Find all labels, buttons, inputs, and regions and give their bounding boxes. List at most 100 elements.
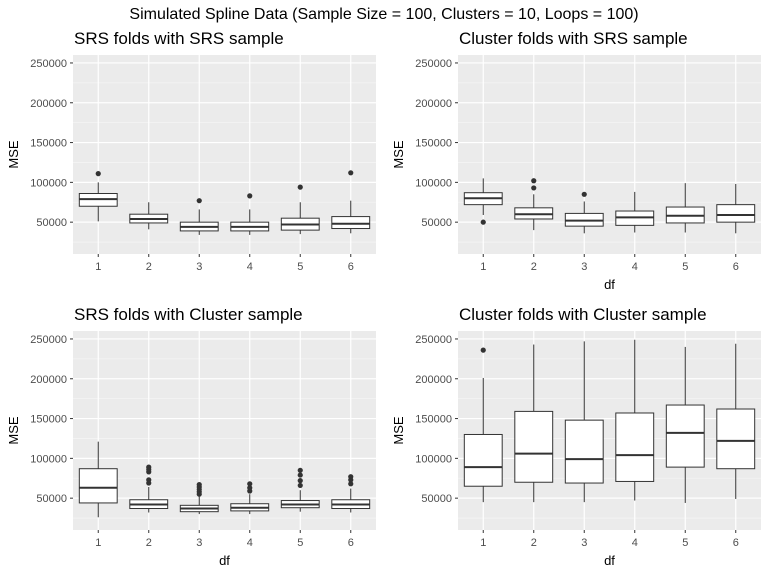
panel-1: 50000 100000 150000 200000 250000 1 2 3 4 5 6 SRS f… [6, 29, 376, 273]
outlier-point [146, 477, 152, 483]
y-tick-label: 150000 [30, 138, 67, 150]
outlier-point [348, 474, 354, 480]
x-tick-label: 5 [297, 537, 303, 549]
x-tick-label: 2 [531, 261, 537, 273]
box-df-3 [564, 191, 604, 234]
x-axis-label: df [219, 553, 230, 568]
box-df-1 [78, 441, 118, 518]
y-tick-label: 50000 [36, 217, 67, 229]
x-tick-label: 4 [632, 261, 638, 273]
x-tick-label: 6 [733, 537, 739, 549]
outlier-point [297, 467, 303, 473]
x-tick-label: 1 [480, 537, 486, 549]
y-tick-label: 200000 [415, 98, 452, 110]
y-tick-label: 150000 [30, 414, 67, 426]
box-df-6 [331, 474, 371, 513]
box-df-2 [129, 464, 169, 513]
outlier-point [247, 193, 253, 199]
panel-title: SRS folds with SRS sample [74, 29, 284, 48]
x-tick-label: 6 [733, 261, 739, 273]
outlier-point [146, 464, 152, 470]
outlier-point [480, 347, 486, 353]
box-df-5 [280, 467, 320, 512]
y-tick-label: 50000 [36, 493, 67, 505]
outlier-point [531, 178, 537, 184]
x-tick-label: 1 [480, 261, 486, 273]
panel-background [458, 331, 761, 530]
y-tick-label: 250000 [415, 334, 452, 346]
box-iqr [78, 468, 118, 504]
box-df-2 [129, 202, 169, 230]
outlier-point [247, 485, 253, 491]
panel-3: 50000 100000 150000 200000 250000 1 2 3 4 5 6 SRS f… [6, 305, 376, 568]
outlier-point [480, 219, 486, 225]
box-df-1 [78, 171, 118, 222]
outlier-point [95, 171, 101, 177]
figure-title: Simulated Spline Data (Sample Size = 100… [129, 6, 638, 23]
x-tick-label: 1 [95, 261, 101, 273]
outlier-point [196, 482, 202, 488]
y-tick-label: 50000 [421, 217, 452, 229]
panel-background [73, 55, 376, 254]
box-df-2 [514, 344, 554, 503]
panel-background [458, 55, 761, 254]
x-tick-label: 3 [581, 261, 587, 273]
x-tick-label: 6 [348, 261, 354, 273]
y-tick-label: 150000 [415, 414, 452, 426]
box-df-5 [665, 183, 705, 233]
panel-background [73, 331, 376, 530]
box-df-3 [179, 482, 219, 515]
box-iqr [564, 419, 604, 484]
box-df-6 [331, 170, 371, 234]
y-axis-label: MSE [6, 416, 21, 445]
outlier-point [297, 482, 303, 489]
box-df-5 [280, 184, 320, 235]
y-axis-label: MSE [391, 416, 406, 445]
x-tick-label: 5 [682, 537, 688, 549]
box-df-6 [716, 183, 756, 234]
box-iqr [514, 410, 554, 483]
y-tick-label: 100000 [415, 177, 452, 189]
outlier-point [297, 184, 303, 190]
x-tick-label: 3 [196, 261, 202, 273]
y-tick-label: 250000 [30, 58, 67, 70]
y-axis-label: MSE [391, 140, 406, 169]
box-iqr [463, 433, 503, 487]
box-df-1 [463, 347, 503, 503]
y-tick-label: 150000 [415, 138, 452, 150]
y-tick-label: 200000 [30, 98, 67, 110]
box-iqr [716, 408, 756, 470]
x-tick-label: 5 [297, 261, 303, 273]
panel-2: 50000 100000 150000 200000 250000 1 2 3 4 5 6 Clust… [391, 29, 761, 292]
y-tick-label: 250000 [415, 58, 452, 70]
box-df-4 [230, 193, 270, 235]
x-tick-label: 5 [682, 261, 688, 273]
panel-4: 50000 100000 150000 200000 250000 1 2 3 4 5 6 Clust… [391, 305, 761, 568]
box-df-3 [564, 341, 604, 503]
x-axis-label: df [604, 553, 615, 568]
y-tick-label: 200000 [415, 374, 452, 386]
x-tick-label: 2 [146, 261, 152, 273]
y-tick-label: 100000 [415, 453, 452, 465]
box-df-5 [665, 346, 705, 503]
box-df-3 [179, 198, 219, 235]
panel-title: Cluster folds with Cluster sample [459, 305, 707, 324]
outlier-point [531, 185, 537, 191]
x-tick-label: 4 [247, 537, 253, 549]
panel-title: Cluster folds with SRS sample [459, 29, 688, 48]
x-axis-label: df [604, 277, 615, 292]
box-iqr [615, 412, 655, 482]
box-iqr [331, 216, 371, 230]
box-df-2 [514, 178, 554, 231]
y-axis-label: MSE [6, 140, 21, 169]
outlier-point [348, 481, 354, 487]
y-tick-label: 250000 [30, 334, 67, 346]
x-tick-label: 4 [247, 261, 253, 273]
outlier-point [297, 472, 303, 478]
y-tick-label: 100000 [30, 453, 67, 465]
box-df-1 [463, 178, 503, 225]
x-tick-label: 6 [348, 537, 354, 549]
x-tick-label: 2 [531, 537, 537, 549]
x-tick-label: 3 [196, 537, 202, 549]
